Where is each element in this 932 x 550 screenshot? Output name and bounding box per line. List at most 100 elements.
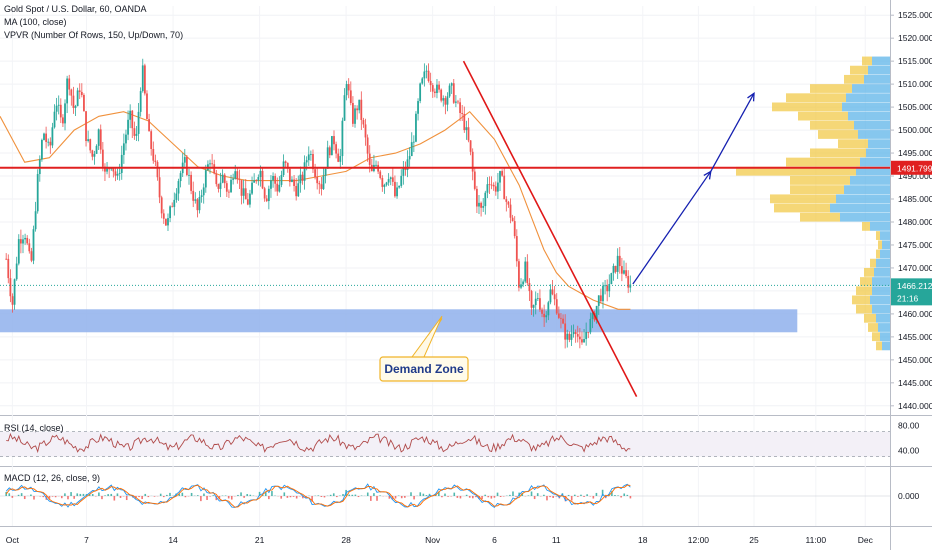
candle-body <box>480 202 482 208</box>
x-tick-label: 12:00 <box>688 535 710 545</box>
candle-body <box>297 183 300 197</box>
candle-body <box>402 168 405 176</box>
candle-body <box>587 331 590 333</box>
candle-body <box>515 236 518 262</box>
candle-body <box>463 113 466 131</box>
volume-profile-bar-up <box>868 65 890 75</box>
macd-histogram-bar <box>623 493 626 496</box>
candle-body <box>415 113 417 142</box>
volume-profile-bar-up <box>848 111 890 121</box>
candle-body <box>429 80 432 86</box>
macd-histogram-bar <box>8 493 11 496</box>
candle-body <box>364 124 367 138</box>
macd-histogram-bar <box>101 496 103 500</box>
y-tick-label: 1480.000 <box>898 217 932 227</box>
x-tick-label: 21 <box>255 535 265 545</box>
candle-body <box>471 151 474 172</box>
candle-body <box>486 184 489 193</box>
macd-histogram-bar <box>611 491 613 496</box>
volume-profile <box>736 56 890 351</box>
y-tick-label: 1455.000 <box>898 332 932 342</box>
candle-body <box>47 141 50 143</box>
volume-profile-bar-down <box>876 249 880 259</box>
macd-histogram-bar <box>48 496 51 499</box>
candle-body <box>339 156 342 162</box>
macd-histogram-bar <box>64 493 66 496</box>
macd-legend: MACD (12, 26, close, 9) <box>4 473 100 483</box>
volume-profile-bar-down <box>774 203 830 213</box>
macd-histogram-bar <box>184 496 187 498</box>
volume-profile-bar-up <box>870 221 890 231</box>
candle-body <box>457 101 459 103</box>
macd-histogram-bar <box>481 496 483 500</box>
candle-body <box>36 174 39 212</box>
volume-profile-bar-up <box>880 231 890 240</box>
volume-profile-bar-down <box>790 176 850 185</box>
candle-body <box>15 263 18 280</box>
candle-body <box>9 278 12 297</box>
y-tick-label: 1470.000 <box>898 263 932 273</box>
candle-body <box>74 106 77 108</box>
resistance-price-tag <box>891 160 932 175</box>
demand-zone-callout <box>379 356 469 382</box>
volume-profile-bar-down <box>876 231 880 240</box>
y-tick-label: 1525.000 <box>898 10 932 20</box>
volume-profile-bar-down <box>856 304 872 314</box>
candle-body <box>164 218 167 226</box>
macd-histogram-bar <box>620 496 622 498</box>
volume-profile-bar-down <box>864 313 876 323</box>
candle-body <box>192 190 195 201</box>
candle-body <box>526 261 529 284</box>
candle-body <box>349 90 352 103</box>
volume-profile-bar-down <box>844 74 864 84</box>
y-tick-label: 1495.000 <box>898 148 932 158</box>
candle-body <box>101 149 104 167</box>
macd-histogram-bar <box>110 493 113 496</box>
volume-profile-bar-up <box>842 102 890 112</box>
volume-profile-bar-up <box>866 148 890 158</box>
projection-arrow-segment <box>632 171 712 285</box>
candle-body <box>507 201 510 205</box>
y-tick-label: 1475.000 <box>898 240 932 250</box>
y-tick-label: 1445.000 <box>898 378 932 388</box>
symbol-title: Gold Spot / U.S. Dollar, 60, OANDA <box>4 4 147 14</box>
volume-profile-bar-up <box>864 74 890 84</box>
candle-body <box>448 85 451 97</box>
candle-body <box>5 258 8 260</box>
arrowhead <box>747 92 755 102</box>
candle-body <box>606 285 609 292</box>
candle-body <box>13 279 16 305</box>
candle-body <box>246 199 249 205</box>
macd-histogram-bar <box>138 496 140 498</box>
candle-body <box>473 171 476 189</box>
projection-arrow-segment <box>710 92 755 172</box>
macd-histogram-bar <box>76 493 79 496</box>
y-tick-label: 1450.000 <box>898 355 932 365</box>
candle-body <box>440 89 443 101</box>
candle-body <box>194 199 197 201</box>
candle-body <box>610 273 613 284</box>
candle-body <box>120 154 123 173</box>
volume-profile-bar-down <box>798 111 848 121</box>
macd-histogram-bar <box>54 496 57 498</box>
volume-profile-bar-down <box>770 194 836 204</box>
macd-histogram-bar <box>533 496 536 500</box>
candle-body <box>175 193 178 200</box>
macd-histogram-bar <box>11 496 14 498</box>
candle-body <box>318 183 321 185</box>
candle-body <box>68 78 71 90</box>
candle-body <box>452 83 455 103</box>
macd-histogram-bar <box>543 494 545 496</box>
macd-histogram-bar <box>178 493 181 496</box>
candle-body <box>431 85 434 92</box>
candle-body <box>190 174 193 191</box>
macd-histogram-bar <box>394 496 397 499</box>
candle-body <box>278 184 281 192</box>
candle-body <box>560 317 562 319</box>
candle-body <box>259 170 262 178</box>
candle-body <box>104 166 106 172</box>
candle-body <box>459 102 461 114</box>
candle-body <box>55 105 58 112</box>
macd-histogram-bar <box>286 496 289 498</box>
